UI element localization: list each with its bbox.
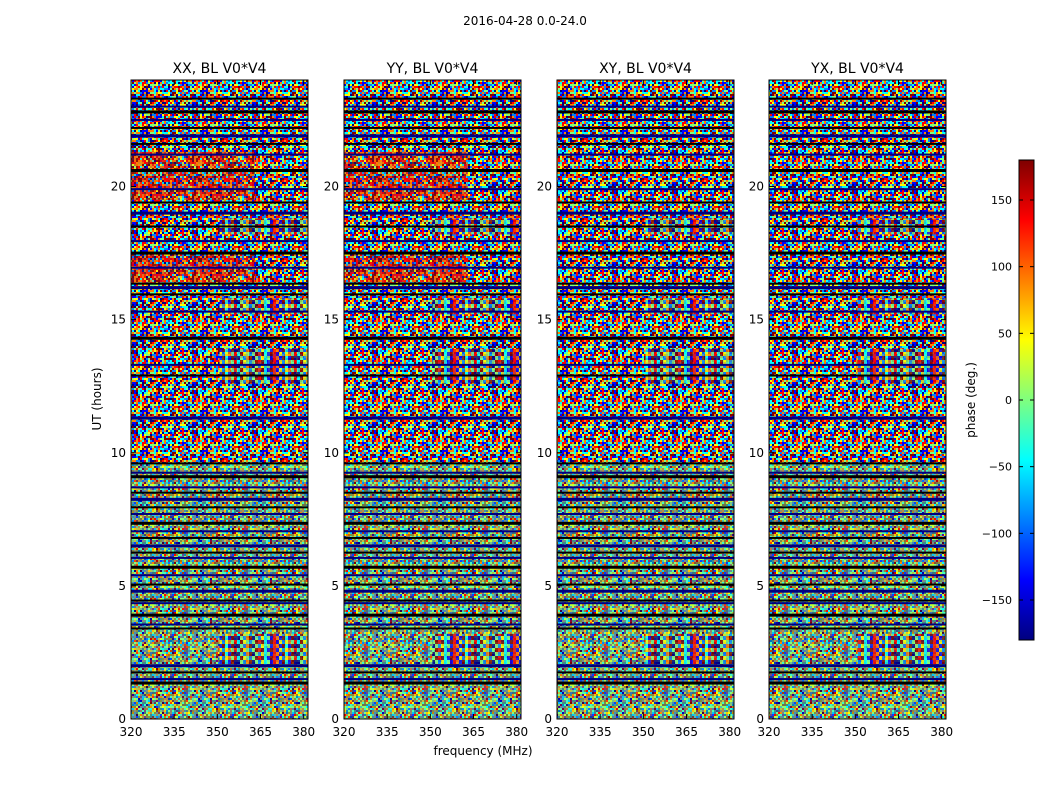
colorbar-tick-label: 0 — [1005, 394, 1012, 407]
panel-xx: XX, BL V0*V4 320 335 350 365 380 0 5 10 15 20 — [111, 61, 315, 739]
x-tick-label: 365 — [887, 725, 910, 739]
colorbar-tick-label: −50 — [989, 461, 1012, 474]
colorbar-tick-label: −150 — [982, 594, 1012, 607]
y-tick-label: 20 — [749, 180, 764, 194]
x-tick-label: 380 — [505, 725, 528, 739]
y-tick-label: 15 — [111, 313, 126, 327]
y-tick-label: 0 — [756, 712, 764, 726]
x-tick-label: 320 — [120, 725, 143, 739]
x-tick-label: 365 — [462, 725, 485, 739]
colorbar-tick-label: −100 — [982, 527, 1012, 540]
x-tick-label: 380 — [930, 725, 953, 739]
x-tick-label: 380 — [718, 725, 741, 739]
y-tick-label: 5 — [331, 579, 339, 593]
x-tick-label: 350 — [632, 725, 655, 739]
panel-yy: YY, BL V0*V4 320 335 350 365 380 0 5 10 15 20 — [324, 61, 528, 739]
heatmap-image — [131, 80, 308, 719]
x-tick-label: 320 — [546, 725, 569, 739]
heatmap-image — [557, 80, 734, 719]
y-tick-label: 20 — [324, 180, 339, 194]
plot-frame — [343, 79, 522, 720]
x-tick-label: 365 — [249, 725, 272, 739]
panel-title: YY, BL V0*V4 — [386, 61, 479, 77]
panel-title: YX, BL V0*V4 — [810, 61, 904, 77]
x-tick-label: 320 — [333, 725, 356, 739]
x-tick-label: 320 — [758, 725, 781, 739]
colorbar-tick-label: 50 — [998, 327, 1012, 340]
x-tick-label: 365 — [675, 725, 698, 739]
panel-yx: YX, BL V0*V4 320 335 350 365 380 0 5 10 15 20 — [749, 61, 953, 739]
x-tick-label: 380 — [292, 725, 315, 739]
y-tick-label: 5 — [118, 579, 126, 593]
colorbar: −150 −100 −50 0 50 100 150 phase (deg.) — [964, 159, 1035, 641]
y-tick-label: 10 — [111, 446, 126, 460]
x-tick-label: 350 — [419, 725, 442, 739]
y-tick-label: 15 — [537, 313, 552, 327]
y-tick-label: 20 — [111, 180, 126, 194]
y-tick-label: 20 — [537, 180, 552, 194]
y-tick-label: 5 — [756, 579, 764, 593]
x-tick-label: 350 — [844, 725, 867, 739]
plot-frame — [130, 79, 309, 720]
x-tick-label: 350 — [206, 725, 229, 739]
y-tick-label: 10 — [537, 446, 552, 460]
y-tick-label: 10 — [749, 446, 764, 460]
colorbar-label: phase (deg.) — [964, 362, 978, 438]
heatmap-image — [769, 80, 946, 719]
plot-frame — [556, 79, 735, 720]
y-tick-label: 5 — [544, 579, 552, 593]
x-tick-label: 335 — [376, 725, 399, 739]
colorbar-tick-label: 150 — [991, 194, 1012, 207]
plot-frame — [768, 79, 947, 720]
panel-xy: XY, BL V0*V4 320 335 350 365 380 0 5 10 15 20 — [537, 61, 741, 739]
y-axis-label: UT (hours) — [90, 367, 104, 430]
panel-title: XX, BL V0*V4 — [173, 61, 267, 77]
y-tick-label: 0 — [331, 712, 339, 726]
colorbar-tick-label: 100 — [991, 261, 1012, 274]
y-tick-label: 15 — [749, 313, 764, 327]
x-tick-label: 335 — [589, 725, 612, 739]
y-tick-label: 0 — [544, 712, 552, 726]
x-axis-label: frequency (MHz) — [433, 744, 532, 758]
y-tick-label: 10 — [324, 446, 339, 460]
x-tick-label: 335 — [801, 725, 824, 739]
heatmap-image — [344, 80, 521, 719]
figure-suptitle: 2016-04-28 0.0-24.0 — [463, 14, 587, 28]
y-tick-label: 15 — [324, 313, 339, 327]
panel-title: XY, BL V0*V4 — [599, 61, 692, 77]
y-tick-label: 0 — [118, 712, 126, 726]
x-tick-label: 335 — [163, 725, 186, 739]
